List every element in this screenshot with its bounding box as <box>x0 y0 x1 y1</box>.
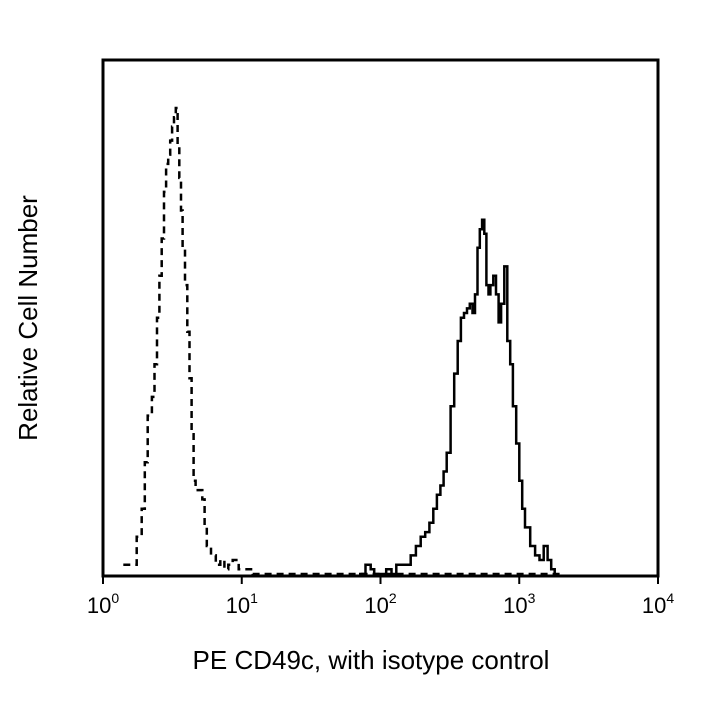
x-tick-label-2: 102 <box>364 590 396 618</box>
x-axis-ticks <box>102 576 659 584</box>
x-tick-label-exponent: 1 <box>250 590 258 606</box>
cd49c-stained-histogram-line <box>359 218 556 576</box>
x-tick-label-exponent: 3 <box>528 590 536 606</box>
x-axis-tick-labels: 100 101 102 103 104 <box>87 590 674 618</box>
x-tick-label-exponent: 0 <box>111 590 119 606</box>
x-tick-label-3: 103 <box>503 590 535 618</box>
x-axis-label: PE CD49c, with isotype control <box>193 645 550 675</box>
x-tick-label-1: 101 <box>226 590 258 618</box>
x-tick-label-base: 10 <box>503 593 527 618</box>
y-axis-label: Relative Cell Number <box>13 195 43 441</box>
x-tick-label-base: 10 <box>642 593 666 618</box>
x-tick-label-base: 10 <box>87 593 111 618</box>
x-tick-label-0: 100 <box>87 590 119 618</box>
x-tick-label-base: 10 <box>226 593 250 618</box>
x-tick-label-base: 10 <box>364 593 388 618</box>
x-tick-label-exponent: 2 <box>389 590 397 606</box>
x-tick-label-4: 104 <box>642 590 674 618</box>
x-tick-label-exponent: 4 <box>666 590 674 606</box>
plot-frame <box>101 58 660 578</box>
series-layer <box>123 106 561 576</box>
isotype-control-histogram-line <box>123 106 561 576</box>
